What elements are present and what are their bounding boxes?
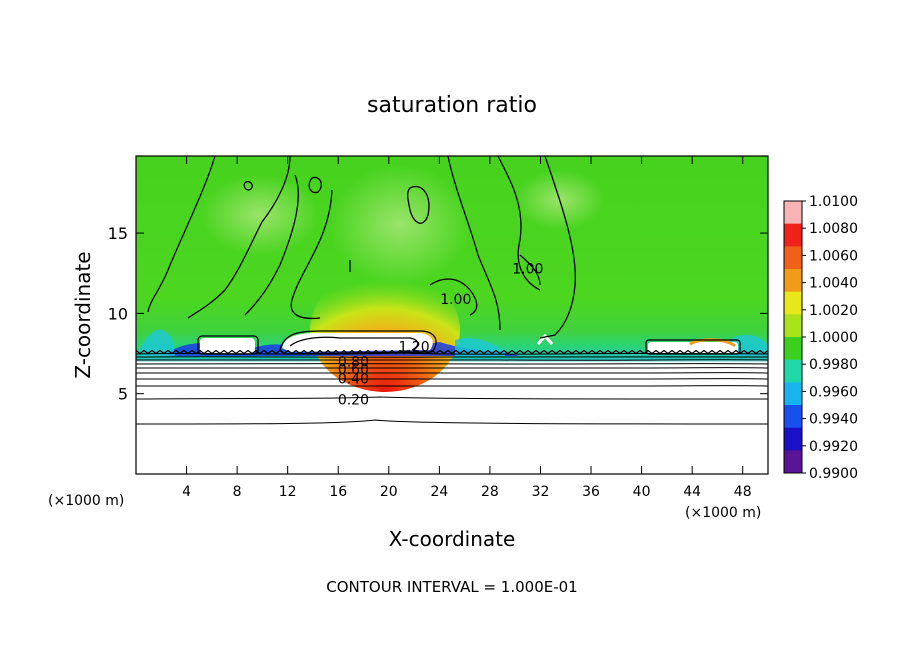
x-tick-label: 12 <box>279 484 297 500</box>
colorbar-swatch <box>784 450 802 474</box>
contour-label: 0.20 <box>338 392 369 408</box>
colorbar-label: 1.0080 <box>809 221 858 237</box>
contour-line <box>187 156 291 319</box>
colorbar-swatch <box>784 269 802 293</box>
colorbar-label: 1.0100 <box>809 194 858 210</box>
x-unit-left: (×1000 m) <box>48 493 124 509</box>
contour-line <box>407 185 430 224</box>
colorbar-label: 1.0040 <box>809 276 858 292</box>
colorbar-swatch <box>784 337 802 361</box>
contour-line <box>279 330 437 355</box>
plot-frame <box>135 155 769 475</box>
x-tick-label: 40 <box>633 484 651 500</box>
y-tick-label: 15 <box>108 224 128 243</box>
contour-line <box>290 189 333 320</box>
colorbar-label: 0.9940 <box>809 412 858 428</box>
x-axis-title: X-coordinate <box>389 527 516 551</box>
colorbar-label: 1.0000 <box>809 330 858 346</box>
contour-line <box>136 356 768 358</box>
x-tick-label: 24 <box>430 484 448 500</box>
colorbar-label: 0.9980 <box>809 357 858 373</box>
contour-line <box>539 156 576 339</box>
field-light-plume <box>200 175 320 255</box>
colorbar-swatch <box>784 359 802 383</box>
contour-line <box>308 176 322 194</box>
colorbar-label: 0.9960 <box>809 384 858 400</box>
x-tick-label: 8 <box>233 484 242 500</box>
colorbar-label: 0.9900 <box>809 466 858 482</box>
contour-line <box>447 156 501 331</box>
contour-label: 1.00 <box>512 261 543 277</box>
x-tick-label: 36 <box>582 484 600 500</box>
colorbar-swatch <box>784 405 802 429</box>
x-axis: 4 8 12 16 20 24 28 32 36 40 44 48 <box>182 156 752 500</box>
field-hot-spot <box>310 268 460 392</box>
x-tick-label: 28 <box>481 484 499 500</box>
contour-interval-footer: CONTOUR INTERVAL = 1.000E-01 <box>326 578 577 596</box>
x-tick-label: 32 <box>532 484 550 500</box>
contour-label: 1.00 <box>440 292 471 308</box>
colorbar-label: 1.0060 <box>809 248 858 264</box>
contour-line <box>136 359 768 361</box>
colorbar-swatch <box>784 291 802 315</box>
chart-title: saturation ratio <box>367 93 537 118</box>
contour-line <box>497 156 541 291</box>
contour-label: 1.20 <box>398 339 429 355</box>
y-tick-label: 10 <box>108 304 128 323</box>
contour-line <box>243 181 253 191</box>
colorbar-swatch <box>784 314 802 338</box>
colorbar-swatch <box>784 427 802 451</box>
colorbar-swatch <box>784 246 802 270</box>
field-cloud-edge <box>536 333 554 345</box>
contour-labels: 1.00 1.00 1.20 0.800.600.40 0.20 <box>338 261 544 408</box>
x-tick-label: 48 <box>734 484 752 500</box>
contour-label: 0.80 <box>338 355 369 371</box>
colorbar: 1.0100 1.0080 1.0060 1.0040 1.0020 1.0000 0.99… <box>783 194 858 482</box>
contour-line <box>136 349 768 355</box>
y-axis: 5 10 15 <box>108 224 768 404</box>
contour-line <box>289 336 419 351</box>
field-light-plume <box>330 165 470 285</box>
contour-label: 0.40 <box>338 371 369 387</box>
contour-line <box>136 396 768 400</box>
colorbar-label: 1.0020 <box>809 303 858 319</box>
x-tick-label: 16 <box>329 484 347 500</box>
x-tick-label: 4 <box>182 484 191 500</box>
field-cloud-core <box>200 338 255 354</box>
y-axis-title: Z-coordinate <box>71 251 95 378</box>
colorbar-label: 0.9920 <box>809 439 858 455</box>
x-tick-label: 44 <box>683 484 701 500</box>
contour-line <box>429 278 478 316</box>
colorbar-swatch <box>784 201 802 225</box>
plot-area <box>136 156 768 474</box>
x-unit-right: (×1000 m) <box>685 505 761 521</box>
contour-line <box>136 419 768 425</box>
y-tick-label: 5 <box>118 385 128 404</box>
contour-line <box>519 254 541 286</box>
colorbar-swatch <box>784 223 802 247</box>
contour-label: 0.60 <box>338 362 369 378</box>
colorbar-swatch <box>784 382 802 406</box>
contour-line <box>244 174 299 316</box>
contour-line <box>147 156 216 313</box>
x-tick-label: 20 <box>380 484 398 500</box>
